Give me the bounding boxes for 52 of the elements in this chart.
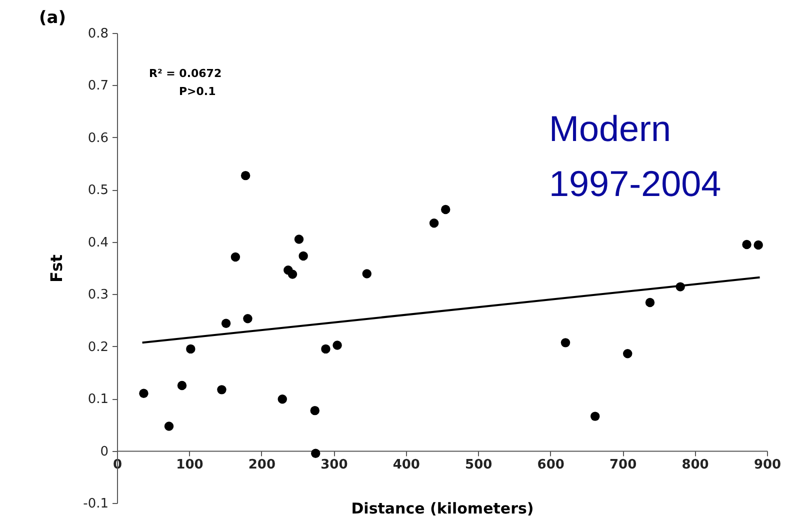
point: [623, 349, 632, 358]
point: [645, 298, 655, 308]
y-tick-label: 0.6: [88, 130, 108, 146]
y-tick-label: -0.1: [83, 496, 108, 512]
point: [294, 234, 304, 244]
point: [217, 385, 226, 394]
point: [441, 204, 450, 214]
point: [139, 388, 148, 398]
x-tick-label: 200: [248, 457, 276, 472]
x-tick-label: 900: [754, 457, 782, 472]
x-tick-label: 700: [609, 457, 637, 472]
y-tick-label: 0.7: [88, 78, 108, 94]
point: [186, 344, 196, 354]
y-tick-label: 0.2: [88, 340, 108, 355]
x-tick-label: 400: [392, 457, 420, 472]
point: [221, 318, 231, 328]
annotation: R² = 0.0672: [149, 67, 222, 80]
y-tick-label: 0.1: [88, 392, 108, 408]
annotation: 1997-2004: [549, 163, 722, 204]
point: [742, 240, 752, 250]
point: [177, 380, 187, 390]
y-tick-label: 0.8: [88, 26, 108, 42]
point: [230, 252, 240, 262]
point: [332, 340, 342, 350]
y-tick-label: 0.5: [88, 183, 108, 198]
point: [362, 269, 372, 278]
point: [429, 218, 439, 228]
y-tick-label: 0.3: [88, 288, 108, 303]
x-tick-label: 500: [465, 457, 492, 472]
x-tick-label: 100: [176, 457, 204, 472]
point: [240, 170, 250, 180]
chart-title: (a): [39, 8, 66, 28]
annotation: P>0.1: [179, 85, 216, 98]
point: [310, 406, 320, 416]
y-tick-label: 0: [100, 444, 108, 460]
point: [243, 314, 252, 324]
point: [311, 448, 320, 458]
x-tick-label: 300: [320, 457, 348, 472]
point: [321, 344, 330, 354]
y-tick-label: 0.4: [88, 235, 108, 250]
point: [754, 240, 763, 250]
point: [164, 422, 174, 431]
x-tick-label: 600: [537, 457, 564, 472]
point: [560, 338, 570, 348]
point: [298, 251, 308, 261]
point: [278, 394, 287, 404]
x-tick-label: 800: [682, 457, 709, 472]
annotation: Modern: [549, 108, 672, 149]
x-axis-title: Distance (kilometers): [351, 499, 534, 518]
y-axis-title: Fst: [47, 254, 66, 283]
point: [288, 270, 298, 279]
point: [590, 412, 600, 421]
